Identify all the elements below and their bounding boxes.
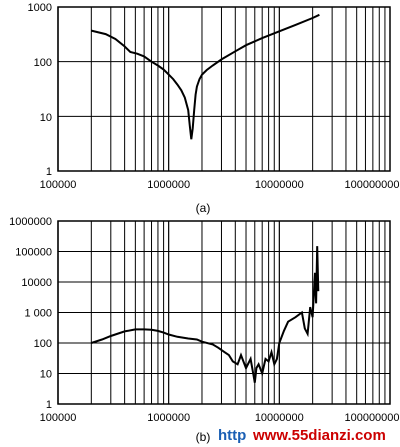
x-tick-label: 1000000	[147, 412, 190, 424]
x-tick-label: 100000	[40, 179, 77, 191]
y-tick-label: 1	[46, 399, 52, 411]
x-tick-label: 100000000	[344, 412, 399, 424]
y-tick-label: 10	[40, 369, 52, 381]
y-tick-label: 100	[34, 57, 52, 69]
series-line-b	[90, 246, 320, 383]
chart-panel-a: 1000 100 10 1 100000 1000000 10000000 10…	[28, 2, 400, 215]
grid-b	[57, 221, 390, 405]
x-tick-label: 10000000	[255, 412, 304, 424]
y-tick-label: 1000000	[9, 216, 52, 228]
x-tick-label: 100000	[40, 412, 77, 424]
y-tick-label: 1	[46, 166, 52, 178]
y-tick-label: 10000	[21, 277, 52, 289]
x-tick-label: 100000000	[344, 179, 399, 191]
x-tick-label: 10000000	[255, 179, 304, 191]
plot-frame-a	[57, 6, 391, 172]
series-line-a	[91, 13, 320, 140]
y-tick-label: 1 000	[24, 308, 52, 320]
chart-panel-b: 1000000 100000 10000 1 000 100 10 1 1000…	[9, 216, 399, 444]
watermark: http www.55dianzi.com	[218, 427, 386, 444]
y-tick-label: 100	[34, 338, 52, 350]
y-tick-label: 10	[40, 112, 52, 124]
y-tick-label: 100000	[15, 247, 52, 259]
x-tick-label: 1000000	[147, 179, 190, 191]
panel-label-a: (a)	[196, 201, 211, 215]
watermark-site: www.55dianzi.com	[252, 427, 386, 444]
y-tick-label: 1000	[28, 2, 52, 14]
panel-label-b: (b)	[196, 430, 211, 444]
plot-frame-b	[57, 220, 391, 405]
watermark-prefix: http	[218, 427, 246, 444]
grid-a	[57, 7, 390, 172]
